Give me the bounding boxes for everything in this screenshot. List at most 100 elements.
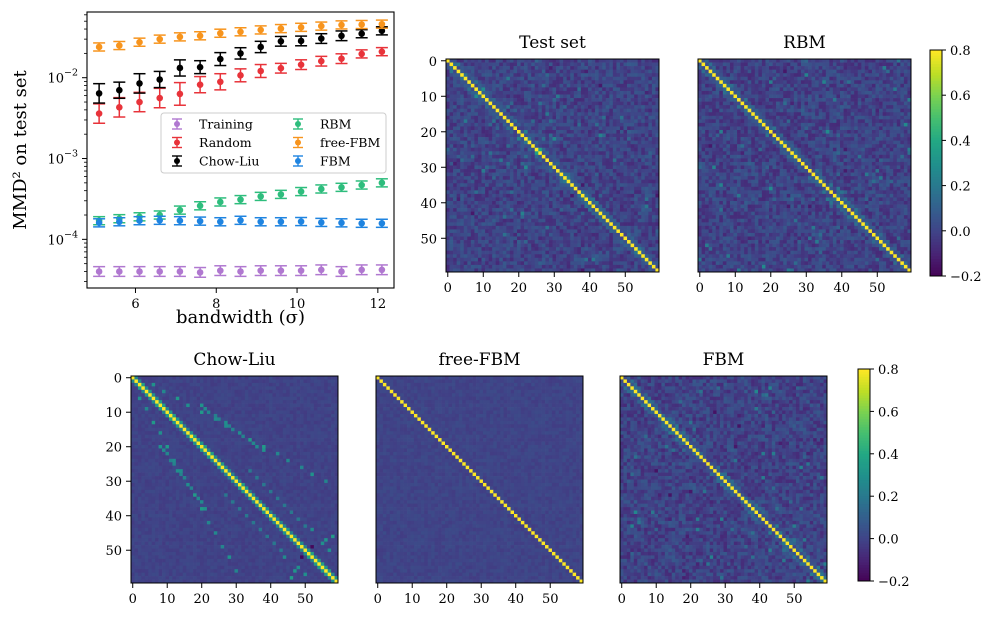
heatmap-cell: [651, 130, 656, 134]
heatmap-cell: [449, 66, 454, 70]
heatmap-cell: [499, 197, 504, 202]
heatmap-cell: [630, 144, 635, 149]
heatmap-cell: [595, 73, 599, 78]
heatmap-cell: [584, 222, 589, 227]
heatmap-cell: [843, 69, 848, 74]
heatmap-cell: [871, 59, 876, 63]
heatmap-cell: [630, 158, 635, 163]
heatmap-cell: [506, 66, 511, 70]
heatmap-cell: [847, 101, 851, 106]
heatmap-cell: [566, 190, 571, 195]
heatmap-cell: [619, 119, 624, 124]
heatmap-cell: [758, 66, 763, 70]
heatmap-cell: [453, 222, 457, 227]
heatmap-cell: [847, 76, 851, 81]
heatmap-cell: [570, 179, 575, 184]
heatmap-cell: [534, 144, 539, 149]
heatmap-cell: [541, 232, 546, 237]
heatmap-cell: [648, 90, 653, 95]
heatmap-cell: [548, 119, 553, 124]
heatmap-cell: [648, 133, 653, 138]
heatmap-cell: [467, 158, 472, 163]
heatmap-cell: [832, 83, 837, 88]
heatmap-cell: [776, 80, 780, 85]
heatmap-cell: [527, 243, 532, 248]
heatmap-cell: [492, 87, 497, 92]
heatmap-cell: [580, 83, 585, 88]
heatmap-cell: [705, 83, 709, 88]
heatmap-cell: [651, 105, 656, 110]
heatmap-cell: [871, 83, 876, 88]
heatmap-cell: [495, 215, 500, 220]
heatmap-cell: [623, 257, 628, 262]
heatmap-cell: [705, 105, 709, 110]
heatmap-cell: [541, 225, 546, 230]
heatmap-cell: [513, 108, 518, 113]
heatmap-cell: [825, 105, 830, 110]
heatmap-cell: [769, 69, 773, 74]
heatmap-cell: [520, 261, 525, 266]
heatmap-cell: [580, 98, 585, 102]
heatmap-cell: [630, 169, 635, 173]
heatmap-cell: [566, 126, 571, 131]
heatmap-cell: [456, 193, 461, 198]
heatmap-cell: [460, 73, 465, 78]
heatmap-cell: [513, 133, 518, 138]
x-tick-label: 10: [289, 297, 306, 312]
heatmap-cell: [509, 66, 514, 70]
heatmap-cell: [623, 183, 628, 188]
heatmap-cell: [747, 112, 752, 117]
heatmap-cell: [634, 169, 639, 173]
heatmap-cell: [573, 112, 578, 117]
heatmap-cell: [612, 87, 617, 92]
heatmap-cell: [602, 204, 607, 209]
heatmap-cell: [488, 119, 493, 124]
heatmap-cell: [520, 126, 525, 131]
heatmap-cell: [708, 80, 713, 85]
heatmap-cell: [573, 122, 578, 127]
heatmap-cell: [456, 197, 461, 202]
heatmap-cell: [719, 66, 724, 70]
heatmap-cell: [456, 137, 461, 141]
heatmap-cell: [751, 62, 756, 67]
heatmap-cell: [545, 165, 550, 170]
heatmap-cell: [705, 108, 709, 113]
heatmap-cell: [531, 69, 536, 74]
heatmap-cell: [531, 236, 536, 241]
heatmap-cell: [644, 69, 649, 74]
heatmap-cell: [754, 66, 759, 70]
heatmap-cell: [847, 87, 851, 92]
heatmap-cell: [627, 222, 631, 227]
heatmap-cell: [623, 119, 628, 124]
heatmap-cell: [534, 154, 539, 159]
heatmap-cell: [847, 80, 851, 85]
data-point: [317, 57, 325, 65]
heatmap-cell: [822, 66, 827, 70]
heatmap-cell: [580, 133, 585, 138]
heatmap-cell: [488, 133, 493, 138]
heatmap-cell: [584, 176, 589, 181]
heatmap-cell: [804, 80, 809, 85]
heatmap-cell: [541, 179, 546, 184]
heatmap-cell: [467, 151, 472, 156]
heatmap-cell: [527, 108, 532, 113]
heatmap-cell: [517, 222, 521, 227]
heatmap-cell: [520, 69, 525, 74]
heatmap-cell: [850, 98, 855, 102]
heatmap-cell: [538, 137, 543, 141]
heatmap-cell: [446, 257, 450, 262]
heatmap-cell: [648, 172, 653, 177]
heatmap-cell: [747, 105, 752, 110]
heatmap-cell: [644, 261, 649, 266]
heatmap-cell: [733, 59, 738, 63]
heatmap-cell: [637, 119, 642, 124]
heatmap-cell: [559, 208, 564, 212]
heatmap-cell: [541, 243, 546, 248]
heatmap-cell: [463, 98, 468, 102]
heatmap-cell: [485, 204, 489, 209]
heatmap-cell: [559, 87, 564, 92]
heatmap-cell: [488, 76, 493, 81]
heatmap-cell: [453, 268, 457, 273]
heatmap-cell: [456, 112, 461, 117]
data-point: [136, 98, 143, 106]
